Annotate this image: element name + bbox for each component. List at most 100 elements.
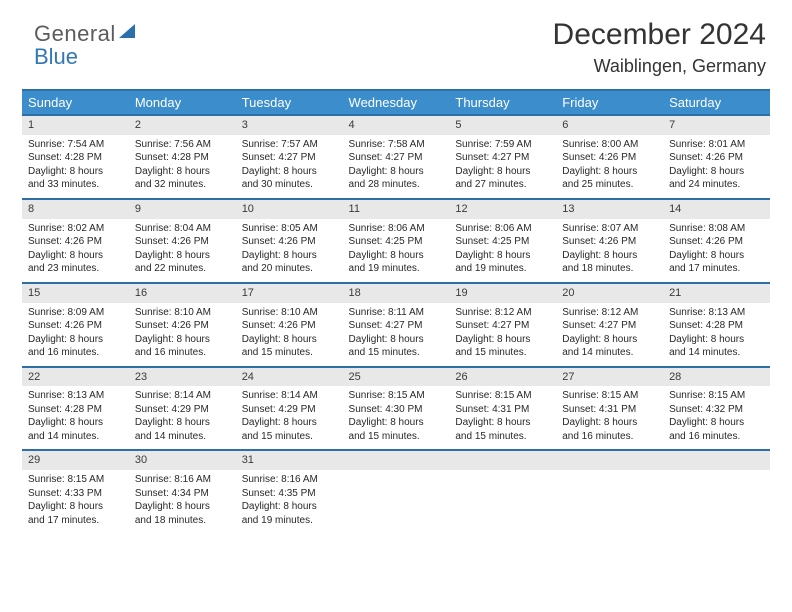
sunset-line: Sunset: 4:29 PM <box>242 403 337 417</box>
day-cell: 30Sunrise: 8:16 AMSunset: 4:34 PMDayligh… <box>129 450 236 533</box>
col-sunday: Sunday <box>22 90 129 115</box>
daylight-line-1: Daylight: 8 hours <box>562 333 657 347</box>
day-number: 1 <box>22 116 129 135</box>
daylight-line-1: Daylight: 8 hours <box>669 416 764 430</box>
day-number: 27 <box>556 368 663 387</box>
daylight-line-1: Daylight: 8 hours <box>669 333 764 347</box>
daylight-line-1: Daylight: 8 hours <box>669 165 764 179</box>
day-cell: 26Sunrise: 8:15 AMSunset: 4:31 PMDayligh… <box>449 367 556 451</box>
daylight-line-1: Daylight: 8 hours <box>562 165 657 179</box>
daylight-line-2: and 15 minutes. <box>349 346 444 360</box>
sunrise-line: Sunrise: 8:04 AM <box>135 222 230 236</box>
sunset-line: Sunset: 4:28 PM <box>135 151 230 165</box>
day-number: 22 <box>22 368 129 387</box>
day-number: 7 <box>663 116 770 135</box>
day-cell: 4Sunrise: 7:58 AMSunset: 4:27 PMDaylight… <box>343 115 450 199</box>
sunrise-line: Sunrise: 8:00 AM <box>562 138 657 152</box>
day-body: Sunrise: 7:54 AMSunset: 4:28 PMDaylight:… <box>22 135 129 198</box>
day-cell: 28Sunrise: 8:15 AMSunset: 4:32 PMDayligh… <box>663 367 770 451</box>
day-body: Sunrise: 7:56 AMSunset: 4:28 PMDaylight:… <box>129 135 236 198</box>
day-number: 12 <box>449 200 556 219</box>
daylight-line-2: and 20 minutes. <box>242 262 337 276</box>
day-body: Sunrise: 8:13 AMSunset: 4:28 PMDaylight:… <box>663 303 770 366</box>
day-cell: 14Sunrise: 8:08 AMSunset: 4:26 PMDayligh… <box>663 199 770 283</box>
col-friday: Friday <box>556 90 663 115</box>
sunset-line: Sunset: 4:26 PM <box>669 151 764 165</box>
day-cell: 6Sunrise: 8:00 AMSunset: 4:26 PMDaylight… <box>556 115 663 199</box>
day-number: 24 <box>236 368 343 387</box>
sunset-line: Sunset: 4:26 PM <box>135 235 230 249</box>
day-number: 3 <box>236 116 343 135</box>
sunset-line: Sunset: 4:35 PM <box>242 487 337 501</box>
daylight-line-2: and 16 minutes. <box>28 346 123 360</box>
day-cell: 22Sunrise: 8:13 AMSunset: 4:28 PMDayligh… <box>22 367 129 451</box>
day-number: 23 <box>129 368 236 387</box>
day-body: Sunrise: 8:01 AMSunset: 4:26 PMDaylight:… <box>663 135 770 198</box>
day-body: Sunrise: 8:15 AMSunset: 4:31 PMDaylight:… <box>556 386 663 449</box>
day-cell: 21Sunrise: 8:13 AMSunset: 4:28 PMDayligh… <box>663 283 770 367</box>
sunrise-line: Sunrise: 8:05 AM <box>242 222 337 236</box>
day-cell: . <box>663 450 770 533</box>
day-cell: 1Sunrise: 7:54 AMSunset: 4:28 PMDaylight… <box>22 115 129 199</box>
daylight-line-1: Daylight: 8 hours <box>349 249 444 263</box>
logo: General Blue <box>34 22 137 68</box>
week-row: 15Sunrise: 8:09 AMSunset: 4:26 PMDayligh… <box>22 283 770 367</box>
daylight-line-2: and 16 minutes. <box>562 430 657 444</box>
day-number: 21 <box>663 284 770 303</box>
day-number-empty: . <box>449 451 556 470</box>
daylight-line-1: Daylight: 8 hours <box>455 249 550 263</box>
sunrise-line: Sunrise: 8:01 AM <box>669 138 764 152</box>
day-cell: 24Sunrise: 8:14 AMSunset: 4:29 PMDayligh… <box>236 367 343 451</box>
col-thursday: Thursday <box>449 90 556 115</box>
daylight-line-2: and 14 minutes. <box>669 346 764 360</box>
day-cell: 11Sunrise: 8:06 AMSunset: 4:25 PMDayligh… <box>343 199 450 283</box>
sunrise-line: Sunrise: 7:56 AM <box>135 138 230 152</box>
sunrise-line: Sunrise: 8:09 AM <box>28 306 123 320</box>
logo-line1: General <box>34 21 116 46</box>
daylight-line-2: and 19 minutes. <box>349 262 444 276</box>
day-body: Sunrise: 8:15 AMSunset: 4:31 PMDaylight:… <box>449 386 556 449</box>
day-cell: 9Sunrise: 8:04 AMSunset: 4:26 PMDaylight… <box>129 199 236 283</box>
day-number: 14 <box>663 200 770 219</box>
day-body: Sunrise: 8:14 AMSunset: 4:29 PMDaylight:… <box>236 386 343 449</box>
day-cell: 18Sunrise: 8:11 AMSunset: 4:27 PMDayligh… <box>343 283 450 367</box>
day-number: 18 <box>343 284 450 303</box>
daylight-line-2: and 27 minutes. <box>455 178 550 192</box>
day-number: 28 <box>663 368 770 387</box>
col-monday: Monday <box>129 90 236 115</box>
daylight-line-2: and 25 minutes. <box>562 178 657 192</box>
day-number: 2 <box>129 116 236 135</box>
day-body: Sunrise: 8:14 AMSunset: 4:29 PMDaylight:… <box>129 386 236 449</box>
logo-line2: Blue <box>34 44 78 69</box>
daylight-line-1: Daylight: 8 hours <box>455 416 550 430</box>
col-tuesday: Tuesday <box>236 90 343 115</box>
daylight-line-2: and 16 minutes. <box>669 430 764 444</box>
daylight-line-2: and 15 minutes. <box>455 346 550 360</box>
day-number: 20 <box>556 284 663 303</box>
sunset-line: Sunset: 4:28 PM <box>28 403 123 417</box>
sunrise-line: Sunrise: 8:12 AM <box>455 306 550 320</box>
day-cell: . <box>343 450 450 533</box>
day-cell: 23Sunrise: 8:14 AMSunset: 4:29 PMDayligh… <box>129 367 236 451</box>
day-cell: 27Sunrise: 8:15 AMSunset: 4:31 PMDayligh… <box>556 367 663 451</box>
day-number: 31 <box>236 451 343 470</box>
day-cell: 12Sunrise: 8:06 AMSunset: 4:25 PMDayligh… <box>449 199 556 283</box>
day-cell: 2Sunrise: 7:56 AMSunset: 4:28 PMDaylight… <box>129 115 236 199</box>
sunrise-line: Sunrise: 7:54 AM <box>28 138 123 152</box>
daylight-line-2: and 16 minutes. <box>135 346 230 360</box>
daylight-line-2: and 15 minutes. <box>242 430 337 444</box>
sunrise-line: Sunrise: 8:06 AM <box>349 222 444 236</box>
sunset-line: Sunset: 4:25 PM <box>349 235 444 249</box>
logo-sail-icon <box>117 22 137 40</box>
daylight-line-2: and 30 minutes. <box>242 178 337 192</box>
day-number: 17 <box>236 284 343 303</box>
daylight-line-1: Daylight: 8 hours <box>135 165 230 179</box>
day-cell: 5Sunrise: 7:59 AMSunset: 4:27 PMDaylight… <box>449 115 556 199</box>
day-cell: 31Sunrise: 8:16 AMSunset: 4:35 PMDayligh… <box>236 450 343 533</box>
day-number: 16 <box>129 284 236 303</box>
daylight-line-1: Daylight: 8 hours <box>455 165 550 179</box>
sunrise-line: Sunrise: 8:14 AM <box>242 389 337 403</box>
daylight-line-1: Daylight: 8 hours <box>135 500 230 514</box>
sunset-line: Sunset: 4:27 PM <box>242 151 337 165</box>
week-row: 29Sunrise: 8:15 AMSunset: 4:33 PMDayligh… <box>22 450 770 533</box>
